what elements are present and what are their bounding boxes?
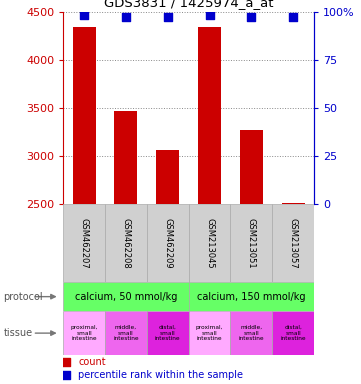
Text: GSM213051: GSM213051 [247, 218, 256, 268]
Bar [188, 282, 314, 311]
Text: count: count [78, 357, 106, 367]
Text: proximal,
small
intestine: proximal, small intestine [70, 325, 98, 341]
Bar [240, 130, 263, 204]
Bar [282, 203, 305, 204]
Text: distal,
small
intestine: distal, small intestine [280, 325, 306, 341]
Text: GSM213045: GSM213045 [205, 218, 214, 268]
Point [290, 14, 296, 20]
Bar [147, 204, 188, 282]
Text: calcium, 50 mmol/kg: calcium, 50 mmol/kg [75, 291, 177, 302]
Text: tissue: tissue [4, 328, 33, 338]
Bar [230, 311, 272, 355]
Point [165, 14, 171, 20]
Text: percentile rank within the sample: percentile rank within the sample [78, 370, 243, 380]
Bar [105, 311, 147, 355]
Title: GDS3831 / 1425974_a_at: GDS3831 / 1425974_a_at [104, 0, 273, 9]
Bar [63, 204, 105, 282]
Point [206, 12, 212, 18]
Bar [73, 27, 96, 204]
Text: GSM462207: GSM462207 [79, 217, 88, 268]
Bar [198, 27, 221, 204]
Bar [156, 150, 179, 204]
Bar [63, 282, 188, 311]
Point [63, 359, 69, 365]
Text: GSM462208: GSM462208 [121, 217, 130, 268]
Bar [114, 111, 138, 204]
Point [81, 12, 87, 18]
Bar [188, 204, 230, 282]
Bar [147, 311, 188, 355]
Bar [188, 311, 230, 355]
Bar [63, 311, 105, 355]
Bar [230, 204, 272, 282]
Bar [272, 204, 314, 282]
Point [123, 14, 129, 20]
Bar [272, 311, 314, 355]
Text: proximal,
small
intestine: proximal, small intestine [196, 325, 223, 341]
Point [248, 14, 254, 20]
Text: middle,
small
intestine: middle, small intestine [239, 325, 264, 341]
Text: calcium, 150 mmol/kg: calcium, 150 mmol/kg [197, 291, 306, 302]
Text: middle,
small
intestine: middle, small intestine [113, 325, 139, 341]
Point [63, 372, 69, 378]
Text: GSM213057: GSM213057 [289, 217, 298, 268]
Text: distal,
small
intestine: distal, small intestine [155, 325, 180, 341]
Bar [105, 204, 147, 282]
Text: GSM462209: GSM462209 [163, 218, 172, 268]
Text: protocol: protocol [4, 291, 43, 302]
